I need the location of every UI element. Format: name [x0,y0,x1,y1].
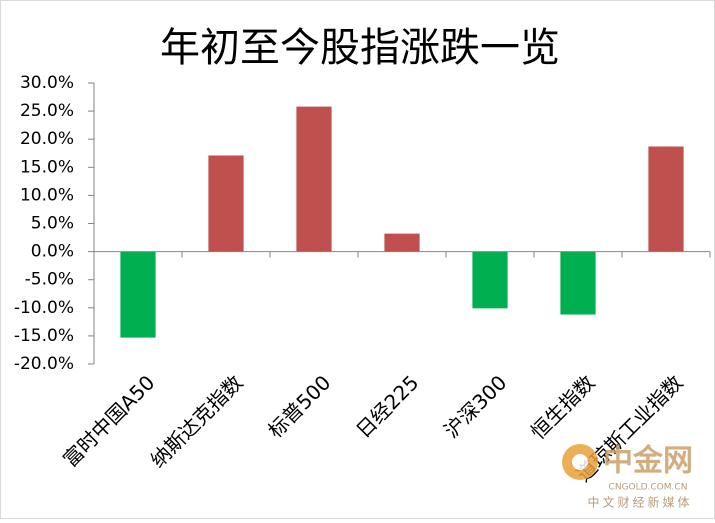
y-tick-label: -15.0% [14,326,74,346]
watermark-name: 中金网 [603,444,693,479]
watermark-url: CNGOLD.COM.CN [609,483,688,493]
bar [384,233,420,252]
watermark-logo-inner [572,454,588,470]
y-tick-label: 10.0% [20,185,74,205]
y-tick-label: 5.0% [31,214,74,234]
bar [648,146,684,252]
bar [296,106,332,252]
y-tick-label: 20.0% [20,129,74,149]
y-tick-label: -5.0% [25,270,74,290]
watermark-slogan: 中文财经新媒体 [587,495,692,510]
y-tick-label: 30.0% [20,73,74,93]
chart-title: 年初至今股指涨跌一览 [160,25,560,71]
bar [208,155,244,252]
y-tick-label: 0.0% [31,242,74,262]
watermark: 中金网 CNGOLD.COM.CN 中文财经新媒体 [562,444,693,510]
bar [472,251,508,309]
bar [560,251,596,315]
bar [120,251,156,338]
y-tick-label: 25.0% [20,101,74,121]
y-tick-label: 15.0% [20,157,74,177]
y-tick-label: -20.0% [14,354,74,374]
y-tick-label: -10.0% [14,298,74,318]
